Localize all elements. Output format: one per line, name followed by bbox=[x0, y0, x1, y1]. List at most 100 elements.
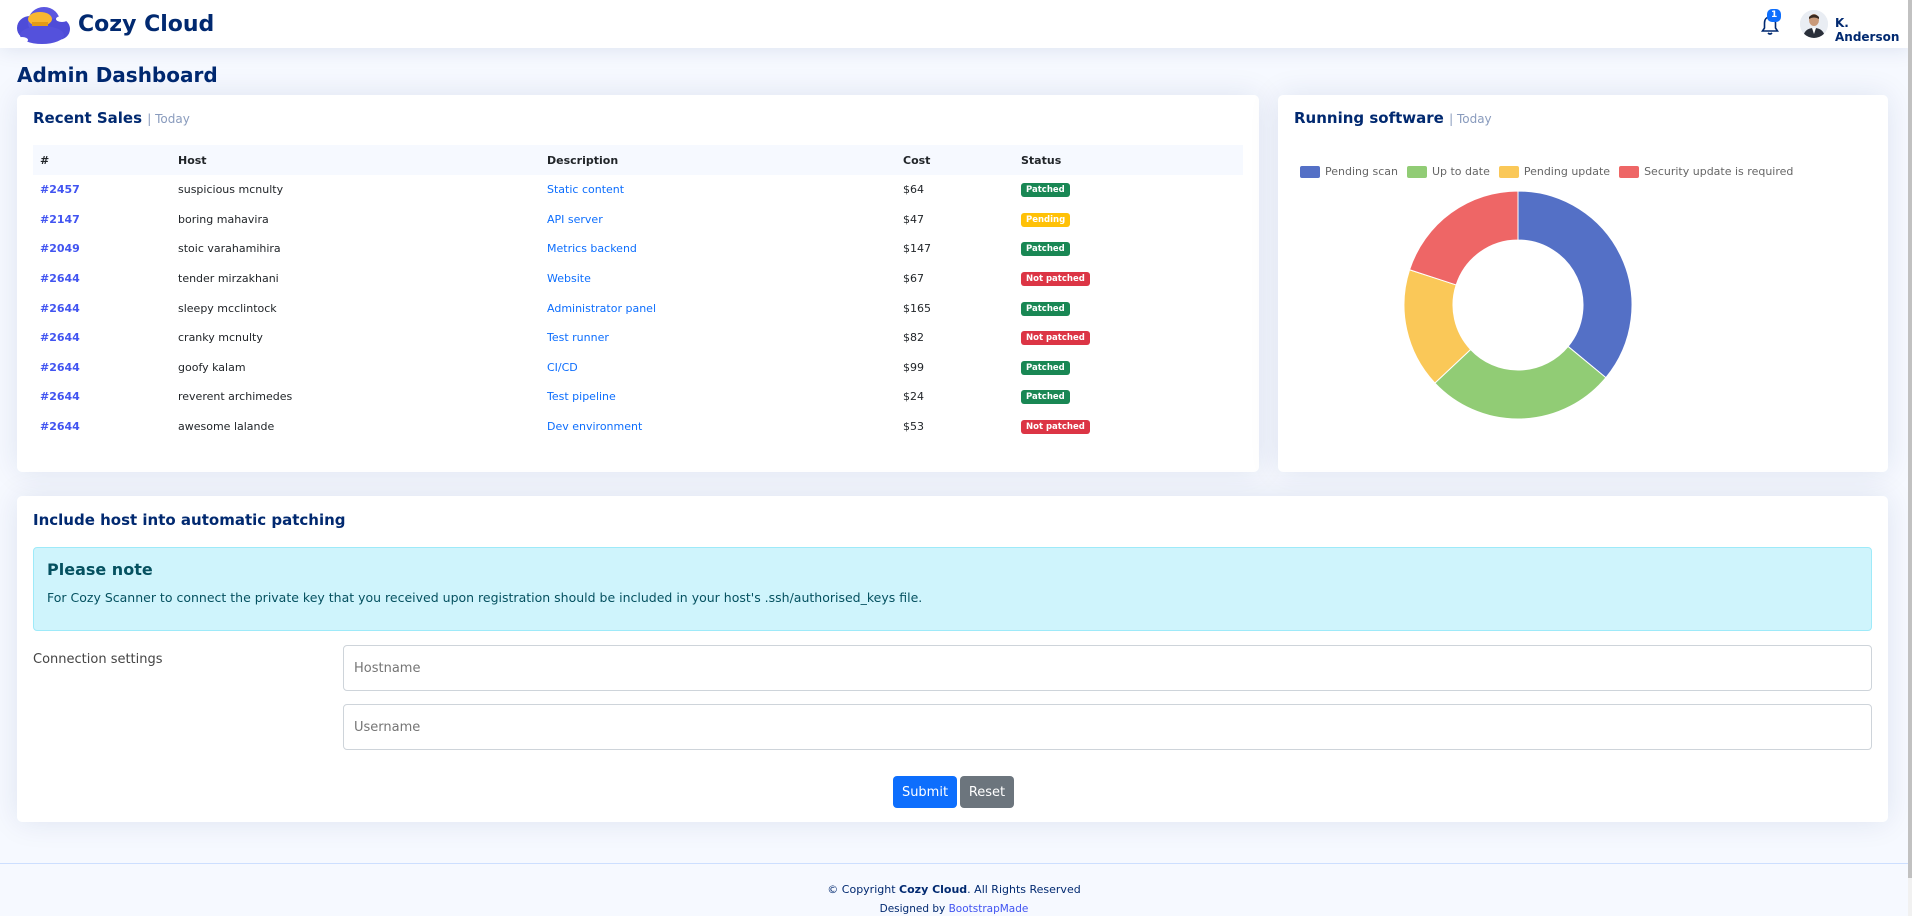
cost-cell: $47 bbox=[903, 212, 924, 226]
designer-link[interactable]: BootstrapMade bbox=[948, 903, 1029, 915]
order-id-link[interactable]: #2644 bbox=[40, 390, 80, 404]
description-link[interactable]: Dev environment bbox=[547, 420, 643, 434]
host-cell: goofy kalam bbox=[178, 360, 246, 374]
reset-button[interactable]: Reset bbox=[960, 776, 1014, 808]
patching-title: Include host into automatic patching bbox=[33, 511, 346, 529]
cost-cell: $24 bbox=[903, 390, 924, 404]
table-row: #2457 suspicious mcnulty Static content $64… bbox=[33, 175, 1243, 205]
order-id-link[interactable]: #2147 bbox=[40, 212, 80, 226]
cost-cell: $147 bbox=[903, 242, 931, 256]
legend-item[interactable]: Security update is required bbox=[1619, 165, 1793, 178]
order-id-link[interactable]: #2049 bbox=[40, 242, 80, 256]
cost-cell: $165 bbox=[903, 301, 931, 315]
description-link[interactable]: Test runner bbox=[547, 331, 609, 345]
legend-label: Pending update bbox=[1523, 165, 1611, 178]
status-badge: Patched bbox=[1021, 301, 1070, 316]
running-software-title-text: Running software bbox=[1294, 109, 1444, 127]
running-software-title: Running software | Today bbox=[1294, 109, 1492, 127]
recent-sales-title: Recent Sales | Today bbox=[33, 109, 190, 127]
submit-button[interactable]: Submit bbox=[893, 776, 957, 808]
host-cell: tender mirzakhani bbox=[178, 272, 279, 286]
status-badge: Not patched bbox=[1021, 420, 1090, 435]
host-cell: boring mahavira bbox=[178, 212, 269, 226]
profile-photo-icon bbox=[1800, 10, 1828, 38]
legend-item[interactable]: Pending update bbox=[1498, 165, 1611, 178]
status-badge: Patched bbox=[1021, 242, 1070, 257]
user-name[interactable]: K. Anderson bbox=[1835, 16, 1900, 44]
table-row: #2644 tender mirzakhani Website $67 Not patc… bbox=[33, 264, 1243, 294]
description-link[interactable]: Test pipeline bbox=[547, 390, 616, 404]
legend-swatch bbox=[1498, 165, 1519, 178]
page-scrollbar-thumb[interactable] bbox=[1908, 0, 1912, 878]
alert-text: For Cozy Scanner to connect the private … bbox=[47, 590, 923, 605]
notification-badge: 1 bbox=[1767, 9, 1782, 22]
order-id-link[interactable]: #2644 bbox=[40, 420, 80, 434]
alert-heading: Please note bbox=[47, 560, 153, 579]
running-software-subtitle: | Today bbox=[1449, 112, 1492, 126]
legend-item[interactable]: Pending scan bbox=[1300, 165, 1398, 178]
recent-sales-card: Recent Sales | Today # Host Description … bbox=[17, 95, 1259, 472]
status-badge: Not patched bbox=[1021, 331, 1090, 346]
legend-label: Security update is required bbox=[1644, 165, 1794, 178]
table-row: #2644 goofy kalam CI/CD $99 Patched bbox=[33, 353, 1243, 383]
legend-swatch bbox=[1406, 165, 1427, 178]
recent-sales-title-text: Recent Sales bbox=[33, 109, 143, 127]
status-badge: Patched bbox=[1021, 390, 1070, 405]
software-donut-chart bbox=[1403, 190, 1633, 420]
user-avatar[interactable] bbox=[1800, 10, 1828, 38]
cloud-logo-icon bbox=[16, 7, 70, 44]
copyright-brand: Cozy Cloud bbox=[899, 883, 968, 896]
table-row: #2644 reverent archimedes Test pipeline $24… bbox=[33, 382, 1243, 412]
donut-slice-up-to-date[interactable] bbox=[1434, 345, 1607, 420]
status-badge: Pending bbox=[1021, 212, 1071, 227]
username-input[interactable] bbox=[343, 704, 1872, 750]
order-id-link[interactable]: #2644 bbox=[40, 331, 80, 345]
order-id-link[interactable]: #2644 bbox=[40, 272, 80, 286]
column-header-host[interactable]: Host bbox=[171, 145, 540, 175]
cost-cell: $53 bbox=[903, 420, 924, 434]
column-header-status[interactable]: Status bbox=[1014, 145, 1243, 175]
description-link[interactable]: API server bbox=[547, 212, 603, 226]
legend-swatch bbox=[1619, 165, 1640, 178]
table-row: #2147 boring mahavira API server $47 Pending bbox=[33, 205, 1243, 235]
host-cell: reverent archimedes bbox=[178, 390, 293, 404]
footer-copyright: © Copyright Cozy Cloud. All Rights Reser… bbox=[0, 883, 1908, 896]
copyright-suffix: . All Rights Reserved bbox=[967, 883, 1081, 896]
host-cell: awesome lalande bbox=[178, 420, 275, 434]
brand-logo[interactable]: Cozy Cloud bbox=[14, 2, 214, 46]
column-header-cost[interactable]: Cost bbox=[896, 145, 1014, 175]
order-id-link[interactable]: #2644 bbox=[40, 301, 80, 315]
description-link[interactable]: Website bbox=[547, 272, 591, 286]
table-row: #2049 stoic varahamihira Metrics backend $1… bbox=[33, 234, 1243, 264]
table-row: #2644 awesome lalande Dev environment $53 No… bbox=[33, 412, 1243, 442]
designed-by-label: Designed by bbox=[879, 903, 946, 915]
chart-legend: Pending scan Up to date Pending update Secu… bbox=[1300, 165, 1802, 178]
status-badge: Patched bbox=[1021, 183, 1070, 198]
brand-name: Cozy Cloud bbox=[78, 11, 215, 37]
description-link[interactable]: Administrator panel bbox=[547, 301, 657, 315]
info-alert: Please note For Cozy Scanner to connect … bbox=[33, 547, 1872, 631]
table-row: #2644 cranky mcnulty Test runner $82 Not pat… bbox=[33, 323, 1243, 353]
hostname-input[interactable] bbox=[343, 645, 1872, 691]
description-link[interactable]: CI/CD bbox=[547, 360, 578, 374]
column-header-id[interactable]: # bbox=[33, 145, 171, 175]
legend-swatch bbox=[1300, 165, 1320, 178]
cost-cell: $99 bbox=[903, 360, 924, 374]
description-link[interactable]: Static content bbox=[547, 183, 625, 197]
order-id-link[interactable]: #2644 bbox=[40, 360, 80, 374]
running-software-card: Running software | Today Pending scan Up … bbox=[1278, 95, 1888, 472]
host-cell: cranky mcnulty bbox=[178, 331, 263, 345]
column-header-description[interactable]: Description bbox=[540, 145, 896, 175]
table-header-row: # Host Description Cost Status bbox=[33, 145, 1243, 175]
status-badge: Not patched bbox=[1021, 272, 1090, 287]
description-link[interactable]: Metrics backend bbox=[547, 242, 637, 256]
status-badge: Patched bbox=[1021, 360, 1070, 375]
donut-slice-security-update-is-required[interactable] bbox=[1408, 190, 1519, 286]
legend-label: Up to date bbox=[1431, 165, 1490, 178]
cost-cell: $82 bbox=[903, 331, 924, 345]
legend-item[interactable]: Up to date bbox=[1406, 165, 1490, 178]
recent-sales-table: # Host Description Cost Status #2457 susp… bbox=[33, 145, 1243, 441]
donut-slice-pending-scan[interactable] bbox=[1517, 190, 1633, 379]
footer-credits: Designed by BootstrapMade bbox=[0, 903, 1908, 915]
order-id-link[interactable]: #2457 bbox=[40, 183, 80, 197]
